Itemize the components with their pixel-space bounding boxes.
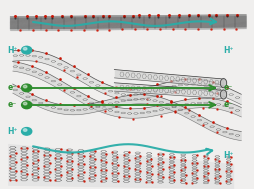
Circle shape [23,102,27,105]
Polygon shape [10,16,246,30]
Text: H⁺: H⁺ [224,151,234,160]
Ellipse shape [220,90,227,99]
Ellipse shape [220,79,227,88]
Circle shape [22,128,32,135]
Circle shape [22,84,32,92]
Text: H⁺: H⁺ [8,46,18,55]
Text: e⁻: e⁻ [8,83,17,92]
Circle shape [23,85,27,88]
Circle shape [22,46,32,54]
Text: e⁻: e⁻ [224,83,233,92]
Circle shape [23,47,27,50]
Text: e⁻: e⁻ [8,100,17,109]
Circle shape [22,101,32,109]
Circle shape [23,129,27,131]
Text: H⁺: H⁺ [224,46,234,55]
Text: e⁻: e⁻ [224,100,233,109]
Text: H⁺: H⁺ [8,127,18,136]
